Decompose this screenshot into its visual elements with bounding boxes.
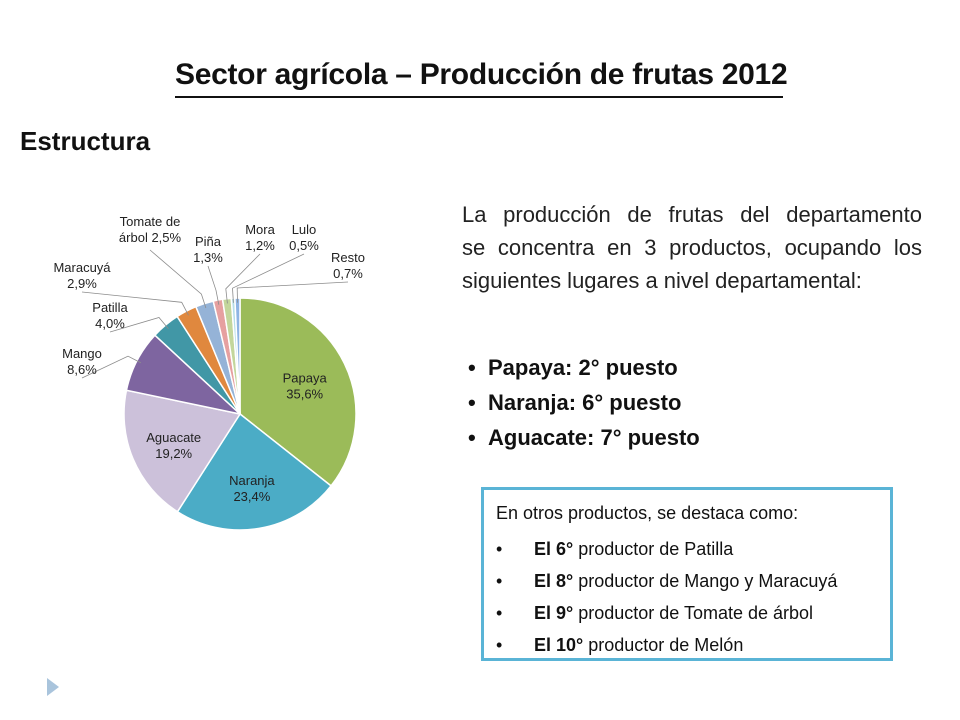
- intro-line: La producción de frutas del departamento: [462, 202, 922, 227]
- other-product-item: • El 9° productor de Tomate de árbol: [496, 597, 880, 629]
- ranking-text: Aguacate: 7° puesto: [488, 425, 700, 450]
- leader-line: [207, 265, 220, 305]
- pie-slice-papaya: [239, 297, 357, 487]
- leader-line: [81, 355, 142, 379]
- next-slide-triangle-right-icon[interactable]: [47, 678, 59, 696]
- slice-value-label: 0,7%: [333, 266, 363, 281]
- product-text: productor de Mango y Maracuyá: [573, 571, 838, 591]
- other-products-list: • El 6° productor de Patilla • El 8° produ…: [496, 533, 880, 661]
- intro-line: siguientes lugares a nivel departamental…: [462, 268, 862, 293]
- ranking-text: Papaya: 2° puesto: [488, 355, 678, 380]
- product-text: productor de Patilla: [573, 539, 734, 559]
- ranking-item: • Aguacate: 7° puesto: [468, 420, 700, 455]
- slice-name-label: Mango: [62, 346, 102, 361]
- bullet-icon: •: [468, 355, 476, 380]
- bullet-icon: •: [496, 603, 503, 623]
- leader-line: [236, 281, 349, 303]
- other-product-item: • El 8° productor de Mango y Maracuyá: [496, 565, 880, 597]
- slide-title: Sector agrícola – Producción de frutas 2…: [175, 58, 788, 91]
- fruit-production-pie-chart: Papaya 35,6% Naranja 23,4% Aguacate 19,2% Mang…: [40, 200, 420, 560]
- slice-value-label: 2,9%: [67, 276, 97, 291]
- section-label: Estructura: [20, 126, 151, 156]
- slice-value-label: 4,0%: [95, 316, 125, 331]
- bullet-icon: •: [468, 390, 476, 415]
- slice-name-label: Aguacate: [146, 430, 201, 445]
- slice-value-label: árbol 2,5%: [119, 230, 182, 245]
- product-rank: El 9°: [534, 603, 574, 623]
- ranking-text: Naranja: 6° puesto: [488, 390, 682, 415]
- slice-name-label: Tomate de: [120, 214, 181, 229]
- bullet-icon: •: [496, 571, 503, 591]
- slice-name-label: Maracuyá: [53, 260, 111, 275]
- product-rank: El 8°: [534, 571, 574, 591]
- pie-slice-aguacate: [123, 389, 242, 513]
- slice-value-label: 0,5%: [289, 238, 319, 253]
- leader-line: [81, 291, 189, 316]
- intro-line: se concentra en 3 productos, ocupando lo…: [462, 235, 922, 260]
- product-rank: El 6°: [534, 539, 574, 559]
- leader-line: [109, 317, 169, 333]
- leader-line: [225, 253, 261, 304]
- slice-name-label: Patilla: [92, 300, 128, 315]
- bullet-icon: •: [496, 635, 503, 655]
- title-underline: [175, 96, 783, 98]
- slice-value-label: 8,6%: [67, 362, 97, 377]
- product-rank: El 10°: [534, 635, 584, 655]
- leader-line: [232, 253, 305, 303]
- slice-value-label: 1,3%: [193, 250, 223, 265]
- other-products-box: En otros productos, se destaca como: • El…: [481, 487, 893, 661]
- other-product-item: • El 10° productor de Melón: [496, 629, 880, 661]
- product-text: productor de Tomate de árbol: [573, 603, 814, 623]
- slice-value-label: 35,6%: [286, 387, 323, 402]
- slice-value-label: 19,2%: [155, 446, 192, 461]
- slice-name-label: Resto: [331, 250, 365, 265]
- intro-paragraph: La producción de frutas del departamento…: [462, 198, 922, 297]
- pie-slice-naranja: [176, 412, 333, 531]
- leader-line: [149, 249, 207, 309]
- bullet-icon: •: [496, 539, 503, 559]
- ranking-item: • Naranja: 6° puesto: [468, 385, 700, 420]
- ranking-item: • Papaya: 2° puesto: [468, 350, 700, 385]
- slice-name-label: Piña: [195, 234, 222, 249]
- slice-name-label: Papaya: [283, 371, 328, 386]
- slice-name-label: Lulo: [292, 222, 317, 237]
- other-product-item: • El 6° productor de Patilla: [496, 533, 880, 565]
- slice-name-label: Naranja: [229, 473, 275, 488]
- slice-value-label: 1,2%: [245, 238, 275, 253]
- product-text: productor de Melón: [583, 635, 744, 655]
- box-heading: En otros productos, se destaca como:: [496, 503, 799, 523]
- slice-name-label: Mora: [245, 222, 275, 237]
- slice-value-label: 23,4%: [233, 489, 270, 504]
- bullet-icon: •: [468, 425, 476, 450]
- ranking-list: • Papaya: 2° puesto • Naranja: 6° puesto •…: [468, 350, 700, 455]
